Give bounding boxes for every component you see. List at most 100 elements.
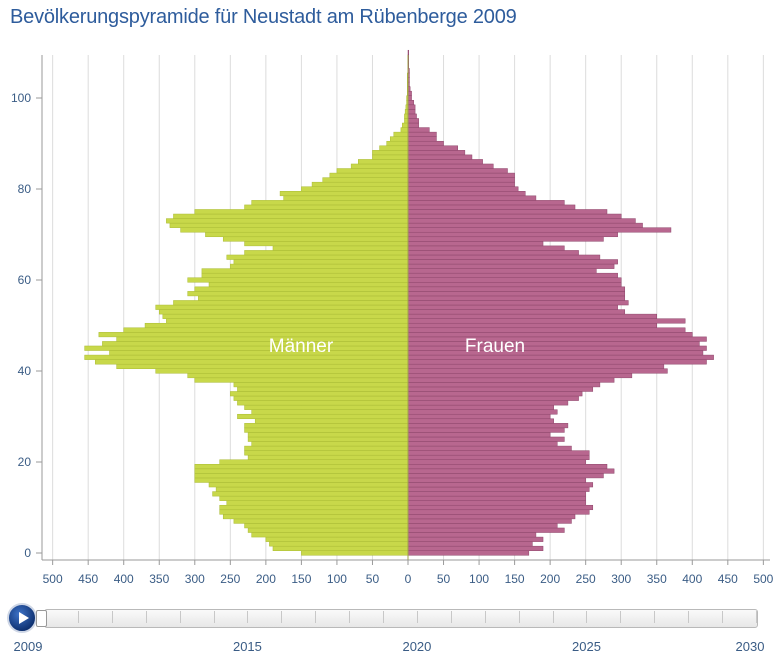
x-tick-label: 100: [469, 572, 489, 586]
bar-male-age-23: [244, 445, 409, 451]
x-tick-label: 100: [327, 572, 347, 586]
bar-male-age-49: [123, 327, 409, 333]
bar-male-age-72: [169, 222, 409, 228]
y-tick-label: 80: [18, 182, 32, 196]
bar-female-age-14: [407, 486, 590, 492]
bar-male-age-26: [247, 432, 409, 438]
bar-female-age-38: [407, 377, 615, 383]
bar-female-age-58: [407, 286, 626, 292]
bar-female-age-74: [407, 213, 622, 219]
timeline-tick: [552, 611, 554, 623]
bar-female-age-80: [407, 186, 519, 192]
bar-female-age-84: [407, 168, 508, 174]
bar-female-age-88: [407, 150, 466, 156]
bar-female-age-78: [407, 195, 537, 201]
x-tick-label: 150: [291, 572, 311, 586]
bar-female-age-100: [407, 95, 412, 101]
bar-male-age-83: [329, 172, 409, 178]
bar-male-age-19: [194, 464, 409, 470]
bar-female-age-24: [407, 441, 558, 447]
bar-male-age-76: [244, 204, 409, 210]
bar-female-age-34: [407, 395, 579, 401]
bar-male-age-37: [233, 382, 409, 388]
bar-male-age-63: [230, 263, 409, 269]
timeline-tick: [315, 611, 317, 623]
bar-female-age-21: [407, 454, 590, 460]
bar-female-age-20: [407, 459, 586, 465]
bar-male-age-1: [272, 545, 409, 551]
bar-female-age-75: [407, 209, 608, 215]
play-button[interactable]: [7, 603, 37, 633]
timeline-year-label: 2030: [735, 639, 765, 654]
bar-female-age-53: [407, 309, 626, 315]
bar-male-age-82: [322, 177, 409, 183]
bar-female-age-54: [407, 304, 618, 310]
bar-male-age-73: [166, 218, 409, 224]
bar-male-age-91: [389, 136, 409, 142]
bar-female-age-43: [407, 354, 714, 360]
bar-male-age-28: [244, 423, 409, 429]
bar-female-age-25: [407, 436, 565, 442]
bar-male-age-54: [155, 304, 409, 310]
bar-female-age-69: [407, 236, 604, 242]
bar-female-age-86: [407, 159, 483, 165]
bar-male-age-39: [187, 373, 409, 379]
year-timeline: 2009 2015 2020 2025 2030: [0, 595, 776, 657]
bar-female-age-40: [407, 368, 668, 374]
x-tick-label: 250: [220, 572, 240, 586]
bar-female-age-76: [407, 204, 576, 210]
bar-female-age-92: [407, 131, 437, 137]
bar-female-age-81: [407, 181, 515, 187]
bar-male-age-81: [311, 181, 409, 187]
bar-male-age-21: [247, 454, 409, 460]
bar-female-age-91: [407, 136, 437, 142]
series-label-maenner: Männer: [269, 336, 334, 357]
bar-female-age-47: [407, 336, 707, 342]
bar-male-age-40: [155, 368, 409, 374]
bar-male-age-5: [247, 527, 409, 533]
bar-female-age-48: [407, 332, 693, 338]
bar-female-age-73: [407, 218, 636, 224]
timeline-tick: [688, 611, 690, 623]
x-tick-label: 500: [43, 572, 63, 586]
bar-male-age-18: [194, 468, 409, 474]
timeline-year-label: 2025: [572, 639, 601, 654]
bar-female-age-44: [407, 350, 704, 356]
bar-female-age-65: [407, 254, 601, 260]
x-tick-label: 200: [540, 572, 560, 586]
bar-female-age-10: [407, 504, 594, 511]
bar-male-age-68: [244, 241, 409, 247]
bar-male-age-64: [233, 259, 409, 265]
bar-female-age-70: [407, 231, 618, 238]
timeline-slider-track[interactable]: [44, 609, 758, 628]
bar-male-age-31: [251, 409, 409, 415]
bar-female-age-110: [407, 49, 409, 56]
y-tick-label: 40: [18, 364, 32, 378]
bar-male-age-93: [400, 127, 409, 133]
chart-title: Bevölkerungspyramide für Neustadt am Rüb…: [10, 6, 517, 28]
x-tick-label: 50: [437, 572, 451, 586]
x-tick-label: 350: [647, 572, 667, 586]
bar-female-age-50: [407, 322, 657, 329]
bar-male-age-12: [219, 495, 409, 501]
x-tick-label: 400: [114, 572, 134, 586]
bar-female-age-12: [407, 495, 586, 501]
y-tick-label: 60: [18, 273, 32, 287]
bar-female-age-37: [407, 382, 601, 388]
bar-female-age-42: [407, 359, 707, 365]
bar-female-age-93: [407, 127, 430, 133]
bar-male-age-62: [201, 268, 409, 274]
bar-female-age-57: [407, 291, 626, 297]
bar-male-age-6: [244, 523, 409, 529]
bar-female-age-39: [407, 373, 633, 379]
bar-female-age-71: [407, 227, 672, 233]
bar-male-age-56: [198, 295, 409, 301]
bar-female-age-60: [407, 277, 622, 283]
timeline-tick: [145, 611, 147, 623]
x-tick-label: 150: [505, 572, 525, 586]
bar-female-age-61: [407, 272, 618, 278]
bar-female-age-19: [407, 464, 608, 470]
timeline-slider-thumb[interactable]: [36, 610, 47, 627]
timeline-tick: [756, 611, 757, 623]
y-tick-label: 20: [18, 455, 32, 469]
